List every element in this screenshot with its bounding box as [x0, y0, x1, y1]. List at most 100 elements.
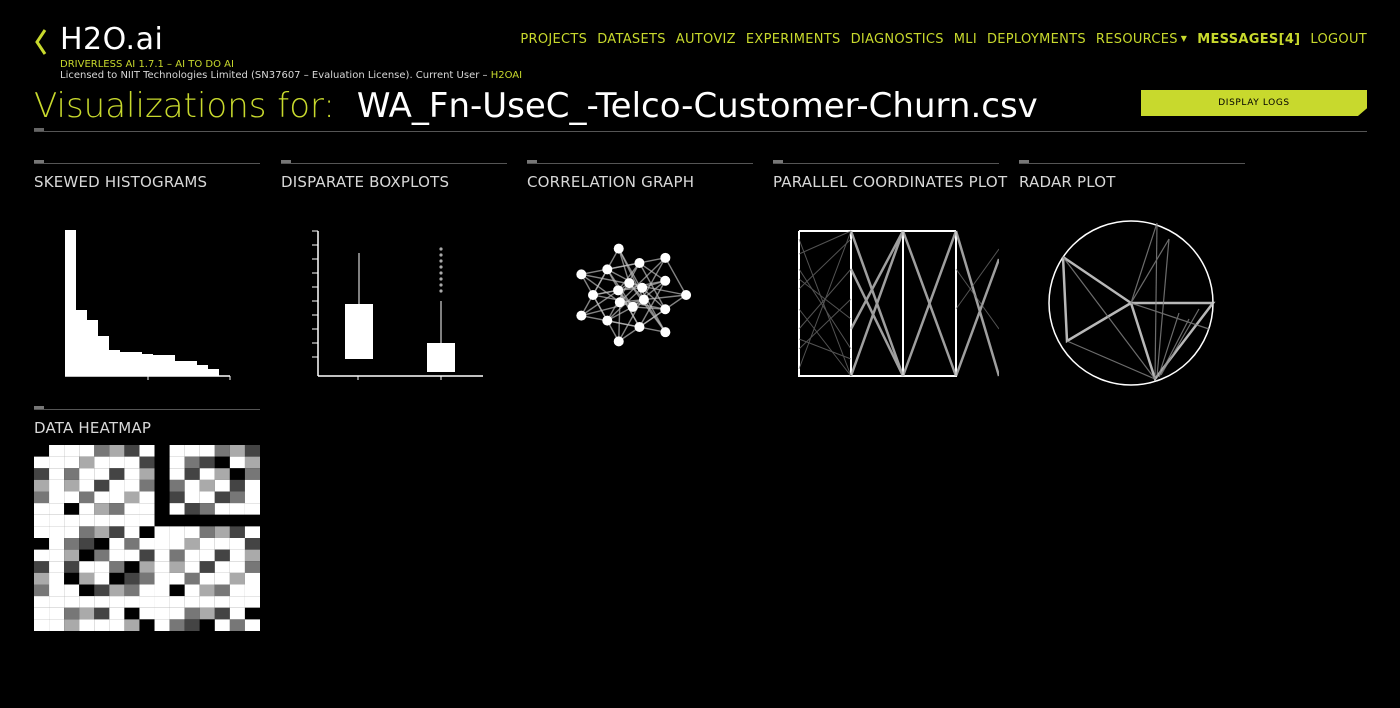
heatmap-cell [34, 514, 50, 527]
nav-resources[interactable]: RESOURCES ▼ [1096, 32, 1187, 47]
graph-edge [638, 280, 666, 328]
nav-logout[interactable]: LOGOUT [1310, 32, 1367, 47]
nav-experiments[interactable]: EXPERIMENTS [745, 32, 841, 47]
boxplot-thumbnail[interactable] [281, 209, 507, 389]
heatmap-cell [244, 456, 260, 469]
heatmap-cell [109, 584, 125, 597]
divider-tab [34, 128, 44, 131]
graph-node [634, 321, 645, 332]
heatmap-cell [124, 503, 140, 515]
display-logs-button[interactable]: DISPLAY LOGS [1141, 90, 1367, 116]
nav-deployments[interactable]: DEPLOYMENTS [986, 32, 1086, 47]
heatmap-cell [214, 479, 230, 492]
heatmap-cell [49, 514, 65, 527]
heatmap-cell [199, 619, 215, 631]
card-tab [34, 160, 44, 163]
heatmap-cell [184, 561, 200, 573]
heatmap-cell [154, 572, 170, 585]
heatmap-cell [64, 491, 80, 504]
heatmap-cell [94, 468, 110, 480]
version-line: DRIVERLESS AI 1.7.1 – AI TO DO AI [60, 59, 234, 70]
heatmap-cell [94, 619, 110, 631]
graph-node [638, 294, 649, 305]
heatmap-cell [109, 538, 125, 550]
heatmap-cell [244, 514, 260, 527]
heatmap-cell [94, 445, 110, 457]
data-heatmap-thumbnail[interactable] [34, 445, 260, 631]
heatmap-cell [64, 503, 80, 515]
heatmap-cell [184, 584, 200, 597]
heatmap-cell [79, 607, 95, 620]
heatmap-cell [214, 526, 230, 539]
heatmap-cell [199, 445, 215, 457]
heatmap-cell [124, 538, 140, 550]
skewed-histogram-thumbnail[interactable] [34, 209, 260, 389]
heatmap-cell [34, 491, 50, 504]
heatmap-cell [169, 538, 185, 550]
nav-mli[interactable]: MLI [953, 32, 977, 47]
heatmap-cell [49, 607, 65, 620]
heatmap-cell [64, 479, 80, 492]
heatmap-cell [34, 479, 50, 492]
nav-projects[interactable]: PROJECTS [520, 32, 588, 47]
heatmap-cell [244, 479, 260, 492]
heatmap-cell [124, 445, 140, 457]
heatmap-cell [214, 491, 230, 504]
heatmap-cell [49, 561, 65, 573]
heatmap-cell [79, 503, 95, 515]
graph-node [614, 297, 625, 308]
heatmap-cell [244, 561, 260, 573]
heatmap-cell [154, 607, 170, 620]
heatmap-cell [229, 607, 245, 620]
heatmap-cell [34, 572, 50, 585]
nav-messages[interactable]: MESSAGES[4] [1197, 32, 1301, 47]
heatmap-cell [34, 584, 50, 597]
heatmap-cell [199, 572, 215, 585]
heatmap-cell [49, 503, 65, 515]
app-logo: H2O.ai [60, 22, 164, 57]
heatmap-cell [154, 445, 170, 457]
heatmap-cell [124, 479, 140, 492]
heatmap-cell [139, 619, 155, 631]
heatmap-cell [124, 561, 140, 573]
heatmap-cell [169, 619, 185, 631]
heatmap-cell [34, 607, 50, 620]
heatmap-cell [49, 619, 65, 631]
correlation-graph-thumbnail[interactable] [527, 209, 753, 389]
heatmap-cell [49, 584, 65, 597]
heatmap-cell [49, 445, 65, 457]
heatmap-cell [49, 596, 65, 608]
heatmap-cell [109, 526, 125, 539]
heatmap-cell [214, 596, 230, 608]
heatmap-cell [124, 572, 140, 585]
heatmap-cell [139, 456, 155, 469]
heatmap-cell [139, 596, 155, 608]
heatmap-cell [64, 572, 80, 585]
heatmap-cell [154, 491, 170, 504]
nav-autoviz[interactable]: AUTOVIZ [675, 32, 736, 47]
radar-plot-thumbnail[interactable] [1019, 209, 1245, 389]
heatmap-cell [109, 596, 125, 608]
heatmap-cell [154, 561, 170, 573]
chevron-left-icon[interactable] [34, 28, 48, 56]
heatmap-cell [109, 549, 125, 562]
heatmap-cell [244, 619, 260, 631]
graph-node [576, 310, 587, 321]
heatmap-cell [244, 549, 260, 562]
heatmap-cell [79, 549, 95, 562]
card-title: DISPARATE BOXPLOTS [281, 173, 450, 191]
heatmap-cell [214, 456, 230, 469]
nav-datasets[interactable]: DATASETS [597, 32, 666, 47]
heatmap-cell [34, 549, 50, 562]
heatmap-cell [64, 526, 80, 539]
graph-node [588, 290, 598, 300]
parallel-coordinates-thumbnail[interactable] [773, 209, 999, 389]
heatmap-cell [94, 549, 110, 562]
heatmap-cell [169, 479, 185, 492]
heatmap-cell [34, 596, 50, 608]
heatmap-cell [109, 607, 125, 620]
heatmap-cell [94, 503, 110, 515]
graph-node [637, 282, 648, 293]
nav-diagnostics[interactable]: DIAGNOSTICS [850, 32, 944, 47]
heatmap-cell [109, 561, 125, 573]
